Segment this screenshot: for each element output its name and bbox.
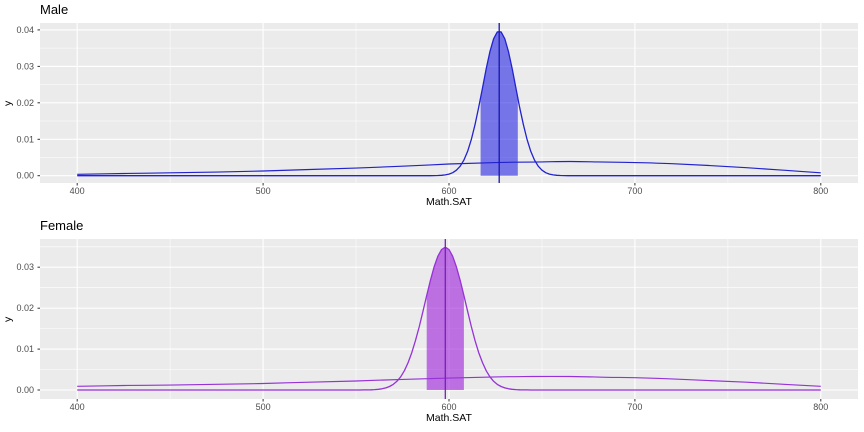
- x-tick-label: 600: [441, 402, 456, 412]
- x-tick-label: 800: [813, 186, 828, 196]
- panel-data-layer: [77, 23, 821, 183]
- y-tick-label: 0.02: [16, 303, 34, 313]
- x-tick-label: 400: [70, 186, 85, 196]
- y-tick-label: 0.01: [16, 134, 34, 144]
- y-tick-label: 0.01: [16, 344, 34, 354]
- x-axis-title-male: Math.SAT: [426, 196, 472, 208]
- panel-male: 400 500 600 700 800 0.00 0.01 0.02 0.03 0.04: [16, 23, 858, 196]
- y-axis-title-female: y: [2, 316, 14, 322]
- x-tick-label: 800: [813, 402, 828, 412]
- x-tick-label: 400: [70, 402, 85, 412]
- x-tick-label: 500: [256, 402, 271, 412]
- y-tick-label: 0.03: [16, 262, 34, 272]
- y-axis-title-male: y: [2, 100, 14, 106]
- y-tick-label: 0.03: [16, 61, 34, 71]
- y-tick-label: 0.04: [16, 25, 34, 35]
- x-tick-label: 500: [256, 186, 271, 196]
- panel-data-layer: [77, 239, 821, 399]
- x-tick-label: 700: [627, 402, 642, 412]
- wide-density-curve: [77, 375, 821, 387]
- y-tick-label: 0.02: [16, 98, 34, 108]
- panel-title-female: Female: [40, 218, 84, 233]
- x-tick-label: 700: [627, 186, 642, 196]
- x-tick-label: 600: [441, 186, 456, 196]
- y-tick-label: 0.00: [16, 171, 34, 181]
- x-axis-title-female: Math.SAT: [426, 412, 472, 424]
- narrow-density-curve: [77, 246, 821, 391]
- narrow-density-curve: [77, 31, 821, 177]
- panel-female: 400 500 600 700 800 0.00 0.01 0.02 0.03: [16, 239, 858, 412]
- y-tick-label: 0.00: [16, 385, 34, 395]
- wide-density-curve: [77, 160, 821, 175]
- panel-title-male: Male: [40, 2, 69, 17]
